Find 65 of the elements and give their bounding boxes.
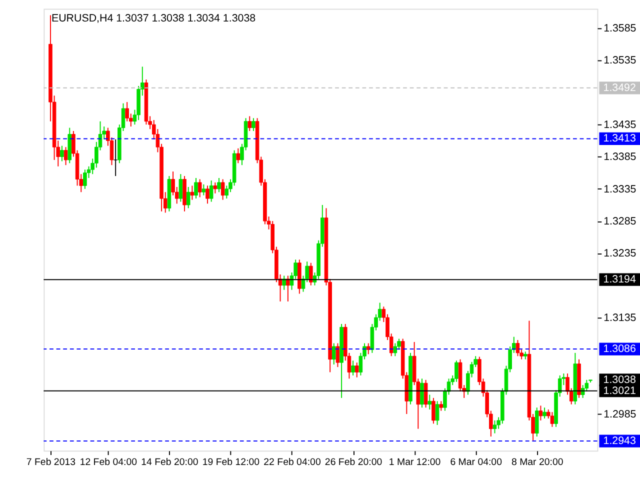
- y-tick-label: 1.3535: [604, 54, 636, 67]
- candlestick: [190, 185, 194, 200]
- candlestick: [186, 186, 190, 209]
- candlestick: [538, 405, 543, 421]
- ref-line-label: 1.3086: [603, 342, 636, 355]
- x-tick-label: 7 Feb 2013: [26, 456, 76, 468]
- x-tick-label: 12 Feb 04:00: [80, 456, 138, 468]
- y-tick-label: 1.3285: [604, 215, 636, 228]
- candlestick: [236, 148, 240, 164]
- candlestick: [420, 378, 424, 408]
- candlestick: [354, 362, 359, 378]
- y-tick-label: 1.3585: [604, 22, 636, 34]
- candlestick: [550, 412, 554, 428]
- candlestick: [60, 145, 64, 162]
- x-tick-label: 26 Feb 20:00: [324, 456, 383, 468]
- y-tick-label: 1.3135: [604, 312, 636, 324]
- ref-line-label: 1.2943: [603, 434, 636, 447]
- y-tick-label: 1.3335: [604, 183, 636, 196]
- candlestick: [202, 184, 206, 196]
- chart-title: EURUSD,H4 1.3037 1.3038 1.3034 1.3038: [51, 12, 256, 24]
- candlestick: [435, 400, 440, 426]
- candlestick: [439, 400, 444, 412]
- candlestick: [217, 177, 221, 193]
- candlestick: [220, 178, 225, 200]
- candlestick: [248, 116, 252, 132]
- candlestick: [424, 379, 428, 408]
- candlestick: [336, 342, 340, 368]
- ref-line-label: 1.3021: [603, 384, 636, 397]
- candlestick: [194, 177, 198, 200]
- x-tick-label: 6 Mar 04:00: [450, 456, 503, 468]
- candlestick: [492, 420, 497, 434]
- x-tick-label: 19 Feb 12:00: [202, 456, 260, 468]
- ref-line-label: 1.3492: [603, 82, 636, 94]
- candlestick: [114, 138, 118, 177]
- y-tick-label: 1.3385: [604, 151, 636, 164]
- candlestick: [83, 169, 87, 190]
- candlestick: [351, 360, 355, 376]
- x-tick-label: 1 Mar 12:00: [388, 456, 442, 468]
- candlestick: [542, 407, 546, 419]
- ref-line-label: 1.3413: [603, 132, 636, 145]
- candlestick: [432, 397, 436, 424]
- y-tick-label: 1.2985: [604, 408, 636, 420]
- candlestick: [393, 342, 398, 357]
- candlestick: [332, 342, 336, 365]
- x-tick-label: 8 Mar 20:00: [511, 456, 564, 468]
- candlestick: [209, 180, 214, 202]
- candlestick: [366, 342, 370, 355]
- candlestick: [454, 360, 458, 382]
- candlestick: [64, 146, 68, 166]
- candlestick: [534, 407, 539, 438]
- ref-line-label: 1.3194: [603, 273, 636, 286]
- x-tick-label: 22 Feb 04:00: [264, 456, 322, 468]
- y-tick-label: 1.3435: [604, 118, 636, 131]
- candlestick: [309, 262, 313, 286]
- candlestick: [206, 185, 210, 204]
- text: 1.3038: [603, 374, 636, 386]
- candlestick: [282, 275, 286, 290]
- x-tick-label: 14 Feb 20:00: [141, 456, 199, 468]
- candlestick: [213, 182, 218, 194]
- candlestick: [428, 394, 432, 410]
- candlestick: [252, 118, 256, 132]
- candlestick: [178, 174, 183, 202]
- candlestick: [286, 275, 290, 302]
- candlestick: [198, 178, 202, 198]
- y-tick-label: 1.3235: [604, 248, 636, 260]
